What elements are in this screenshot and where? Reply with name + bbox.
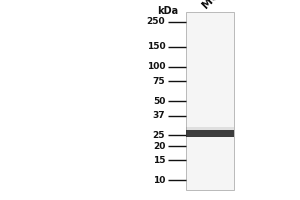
- Text: 15: 15: [153, 156, 165, 165]
- Bar: [186, 130, 234, 137]
- Text: 37: 37: [153, 111, 165, 120]
- Bar: [186, 127, 234, 130]
- Text: 100: 100: [147, 62, 165, 71]
- Text: MCF-7: MCF-7: [200, 0, 234, 10]
- Bar: [186, 133, 234, 136]
- Text: 20: 20: [153, 142, 165, 151]
- Text: 25: 25: [153, 131, 165, 140]
- Bar: [186, 12, 234, 190]
- Text: 50: 50: [153, 97, 165, 106]
- Text: 75: 75: [153, 77, 165, 86]
- Text: 10: 10: [153, 176, 165, 185]
- Text: kDa: kDa: [158, 6, 178, 16]
- Text: 150: 150: [147, 42, 165, 51]
- Text: 250: 250: [147, 17, 165, 26]
